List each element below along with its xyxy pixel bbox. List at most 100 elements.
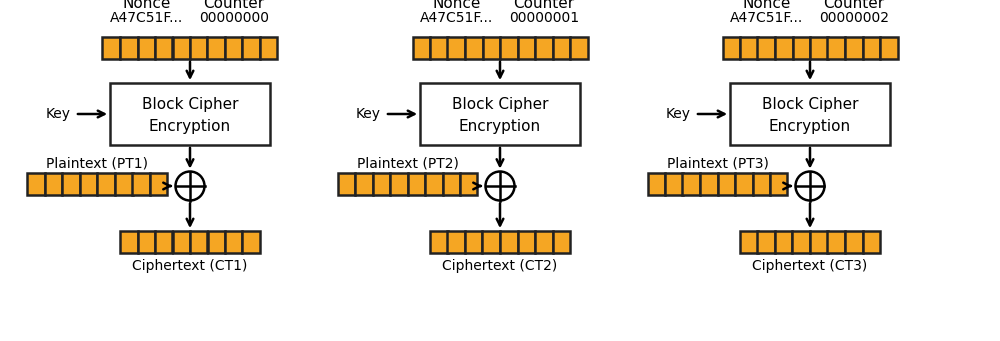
- Bar: [372, 173, 390, 195]
- Text: Counter: Counter: [203, 0, 264, 11]
- Bar: [110, 83, 270, 145]
- Bar: [62, 173, 80, 195]
- Text: A47C51F...: A47C51F...: [420, 11, 493, 25]
- Bar: [810, 37, 828, 59]
- Bar: [45, 173, 62, 195]
- Bar: [552, 37, 570, 59]
- Bar: [430, 37, 448, 59]
- Bar: [552, 231, 570, 253]
- Circle shape: [176, 172, 205, 201]
- Text: Ciphertext (CT2): Ciphertext (CT2): [442, 259, 558, 273]
- Bar: [80, 173, 97, 195]
- Text: 00000001: 00000001: [509, 11, 579, 25]
- Text: Nonce: Nonce: [432, 0, 480, 11]
- Bar: [120, 37, 138, 59]
- Bar: [845, 231, 862, 253]
- Bar: [155, 231, 172, 253]
- Bar: [225, 37, 242, 59]
- Bar: [132, 173, 150, 195]
- Bar: [535, 231, 552, 253]
- Bar: [862, 37, 880, 59]
- Bar: [355, 173, 372, 195]
- Bar: [97, 173, 115, 195]
- Bar: [465, 231, 482, 253]
- Bar: [208, 231, 225, 253]
- Text: Encryption: Encryption: [149, 119, 231, 133]
- Bar: [447, 231, 465, 253]
- Text: 00000000: 00000000: [199, 11, 269, 25]
- Bar: [758, 37, 775, 59]
- Bar: [722, 37, 740, 59]
- Bar: [827, 37, 845, 59]
- Text: Counter: Counter: [823, 0, 884, 11]
- Text: Key: Key: [356, 107, 381, 121]
- Bar: [792, 37, 810, 59]
- Text: Counter: Counter: [513, 0, 574, 11]
- Bar: [775, 37, 792, 59]
- Bar: [207, 37, 225, 59]
- Bar: [648, 173, 665, 195]
- Text: Block Cipher: Block Cipher: [452, 97, 548, 112]
- Text: Plaintext (PT1): Plaintext (PT1): [46, 156, 148, 170]
- Bar: [447, 37, 465, 59]
- Text: Block Cipher: Block Cipher: [762, 97, 858, 112]
- Text: Key: Key: [666, 107, 691, 121]
- Bar: [150, 173, 167, 195]
- Bar: [120, 231, 138, 253]
- Bar: [845, 37, 862, 59]
- Bar: [770, 173, 787, 195]
- Bar: [535, 37, 552, 59]
- Circle shape: [796, 172, 824, 201]
- Bar: [465, 37, 483, 59]
- Text: Encryption: Encryption: [769, 119, 851, 133]
- Bar: [260, 37, 277, 59]
- Bar: [27, 173, 45, 195]
- Bar: [115, 173, 132, 195]
- Bar: [408, 173, 425, 195]
- Text: A47C51F...: A47C51F...: [730, 11, 803, 25]
- Bar: [775, 231, 792, 253]
- Bar: [718, 173, 735, 195]
- Text: 00000002: 00000002: [819, 11, 889, 25]
- Bar: [460, 173, 478, 195]
- Bar: [155, 37, 172, 59]
- Bar: [665, 173, 682, 195]
- Bar: [682, 173, 700, 195]
- Text: Ciphertext (CT3): Ciphertext (CT3): [752, 259, 868, 273]
- Bar: [173, 231, 190, 253]
- Bar: [138, 37, 155, 59]
- Bar: [138, 231, 155, 253]
- Bar: [242, 37, 260, 59]
- Bar: [420, 83, 580, 145]
- Bar: [442, 173, 460, 195]
- Text: Ciphertext (CT1): Ciphertext (CT1): [132, 259, 248, 273]
- Bar: [700, 173, 718, 195]
- Bar: [518, 37, 535, 59]
- Bar: [862, 231, 880, 253]
- Bar: [740, 231, 758, 253]
- Bar: [190, 231, 207, 253]
- Text: A47C51F...: A47C51F...: [110, 11, 183, 25]
- Bar: [500, 231, 518, 253]
- Bar: [740, 37, 758, 59]
- Bar: [338, 173, 355, 195]
- Text: Nonce: Nonce: [742, 0, 790, 11]
- Text: Nonce: Nonce: [122, 0, 170, 11]
- Bar: [482, 37, 500, 59]
- Text: Plaintext (PT2): Plaintext (PT2): [357, 156, 458, 170]
- Bar: [880, 37, 898, 59]
- Bar: [173, 37, 190, 59]
- Circle shape: [486, 172, 514, 201]
- Bar: [500, 37, 518, 59]
- Bar: [827, 231, 845, 253]
- Text: Encryption: Encryption: [459, 119, 541, 133]
- Bar: [810, 231, 828, 253]
- Bar: [390, 173, 408, 195]
- Text: Plaintext (PT3): Plaintext (PT3): [667, 156, 768, 170]
- Bar: [225, 231, 242, 253]
- Bar: [102, 37, 120, 59]
- Bar: [242, 231, 260, 253]
- Text: Key: Key: [46, 107, 71, 121]
- Bar: [735, 173, 753, 195]
- Bar: [190, 37, 207, 59]
